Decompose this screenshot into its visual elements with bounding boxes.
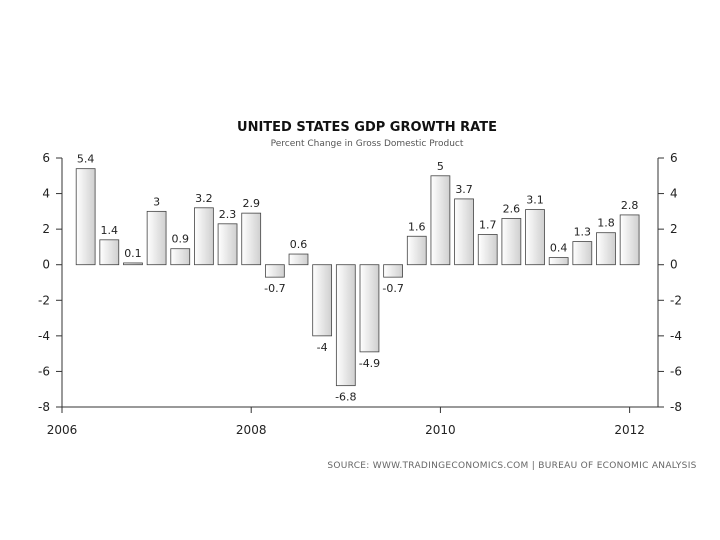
y-tick-label-right: 2 (670, 222, 678, 236)
data-label: 0.4 (550, 242, 568, 255)
x-axis: 2006 2008 2010 2012 (47, 407, 645, 437)
bar (146, 210, 167, 266)
bar (335, 264, 356, 387)
bar (359, 264, 380, 353)
y-axis-left: 6 4 2 0 -2 -4 -6 -8 (38, 151, 62, 414)
bar (194, 207, 214, 266)
y-tick-label-right: 4 (670, 187, 678, 201)
bar (430, 175, 451, 266)
y-tick-label-left: -6 (38, 364, 50, 378)
data-label: 3.7 (455, 183, 473, 196)
data-label: 0.9 (172, 233, 190, 246)
bar (596, 232, 616, 266)
bar (217, 223, 238, 266)
data-label: 1.8 (597, 217, 615, 230)
data-label: 1.7 (479, 218, 497, 231)
data-label: 1.4 (101, 224, 119, 237)
y-tick-label-left: 0 (42, 258, 50, 272)
bar (572, 241, 593, 266)
data-labels-group: 5.4 1.4 0.1 3 0.9 3.2 2.3 2.9 -0.7 0.6 -4 -6.8 -4.9 -… (77, 153, 638, 404)
data-label: -4.9 (359, 357, 380, 370)
x-tick-label: 2010 (425, 423, 456, 437)
bar (99, 239, 120, 266)
bar (501, 218, 522, 266)
y-tick-label-right: -4 (670, 329, 682, 343)
data-label: 0.6 (290, 238, 308, 251)
chart-subtitle: Percent Change in Gross Domestic Product (271, 139, 464, 149)
bar (619, 214, 640, 266)
bar (123, 262, 143, 266)
data-label: 3.1 (526, 194, 544, 207)
x-tick-label: 2006 (47, 423, 78, 437)
x-tick-label: 2008 (236, 423, 267, 437)
bar (312, 264, 333, 337)
data-label: 5.4 (77, 153, 95, 166)
chart-title: UNITED STATES GDP GROWTH RATE (237, 120, 497, 135)
data-label: 3.2 (195, 192, 213, 205)
y-tick-label-left: 2 (42, 222, 50, 236)
bars-group (75, 168, 640, 387)
data-label: 2.6 (503, 202, 521, 215)
data-label: 0.1 (124, 247, 142, 260)
bar (241, 212, 262, 266)
bar (454, 198, 474, 266)
y-tick-label-left: 6 (42, 151, 50, 165)
data-label: -0.7 (264, 282, 285, 295)
y-axis-right: 6 4 2 0 -2 -4 -6 -8 (658, 151, 682, 414)
data-label: 2.3 (219, 208, 237, 221)
bar (525, 209, 545, 266)
y-tick-label-right: 0 (670, 258, 678, 272)
bar (170, 248, 191, 266)
data-label: 1.3 (574, 226, 592, 239)
y-tick-label-right: -2 (670, 293, 682, 307)
y-tick-label-right: -6 (670, 364, 682, 378)
bar (383, 264, 403, 278)
data-label: -4 (317, 341, 328, 354)
data-label: 2.8 (621, 199, 639, 212)
data-label: 5 (437, 160, 444, 173)
y-tick-label-left: -2 (38, 293, 50, 307)
x-tick-label: 2012 (614, 423, 645, 437)
data-label: 2.9 (242, 197, 260, 210)
source-note: SOURCE: WWW.TRADINGECONOMICS.COM | BUREA… (327, 461, 696, 471)
y-tick-label-left: 4 (42, 187, 50, 201)
bar (75, 168, 96, 266)
bar (264, 264, 285, 278)
y-tick-label-right: 6 (670, 151, 678, 165)
data-label: 1.6 (408, 220, 426, 233)
bar (288, 253, 309, 266)
y-tick-label-left: -8 (38, 400, 50, 414)
bar (548, 257, 569, 266)
data-label: 3 (153, 195, 160, 208)
data-label: -6.8 (335, 391, 356, 404)
y-tick-label-right: -8 (670, 400, 682, 414)
data-label: -0.7 (382, 282, 403, 295)
axes-group (61, 158, 659, 408)
bar (406, 235, 427, 266)
y-tick-label-left: -4 (38, 329, 50, 343)
bar (477, 234, 498, 266)
